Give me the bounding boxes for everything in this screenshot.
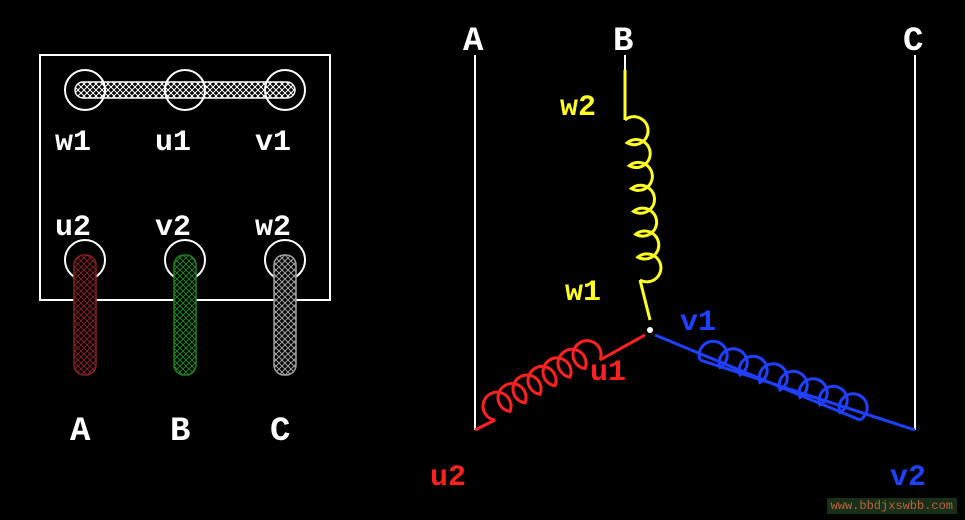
coil-V bbox=[699, 341, 867, 420]
coil-W bbox=[625, 117, 661, 282]
phase-label-B: B bbox=[170, 413, 190, 451]
lead-w2 bbox=[274, 255, 296, 375]
winding-W bbox=[625, 70, 661, 320]
phase-label-B-right: B bbox=[613, 23, 633, 61]
terminal-label-u1: u1 bbox=[155, 126, 191, 160]
winding-label-u2: u2 bbox=[430, 461, 466, 495]
lead-u2 bbox=[74, 255, 96, 375]
coil-U bbox=[483, 341, 601, 420]
phase-label-C-right: C bbox=[903, 23, 923, 61]
winding-label-w1: w1 bbox=[565, 276, 601, 310]
phase-label-A: A bbox=[70, 413, 91, 451]
winding-label-v2: v2 bbox=[890, 461, 926, 495]
shorting-bar bbox=[75, 82, 295, 98]
winding-label-w2: w2 bbox=[560, 91, 596, 125]
terminal-label-v1: v1 bbox=[255, 126, 291, 160]
star-center bbox=[647, 327, 653, 333]
winding-label-u1: u1 bbox=[590, 356, 626, 390]
motor-wiring-diagram: w1u1v1u2Av2Bw2CABCw2w1u2u1v2v1 bbox=[0, 0, 965, 520]
lead-v2 bbox=[174, 255, 196, 375]
winding-label-v1: v1 bbox=[680, 306, 716, 340]
terminal-label-w1: w1 bbox=[55, 126, 91, 160]
phase-label-A-right: A bbox=[463, 23, 484, 61]
winding-V bbox=[655, 335, 915, 430]
phase-label-C: C bbox=[270, 413, 290, 451]
